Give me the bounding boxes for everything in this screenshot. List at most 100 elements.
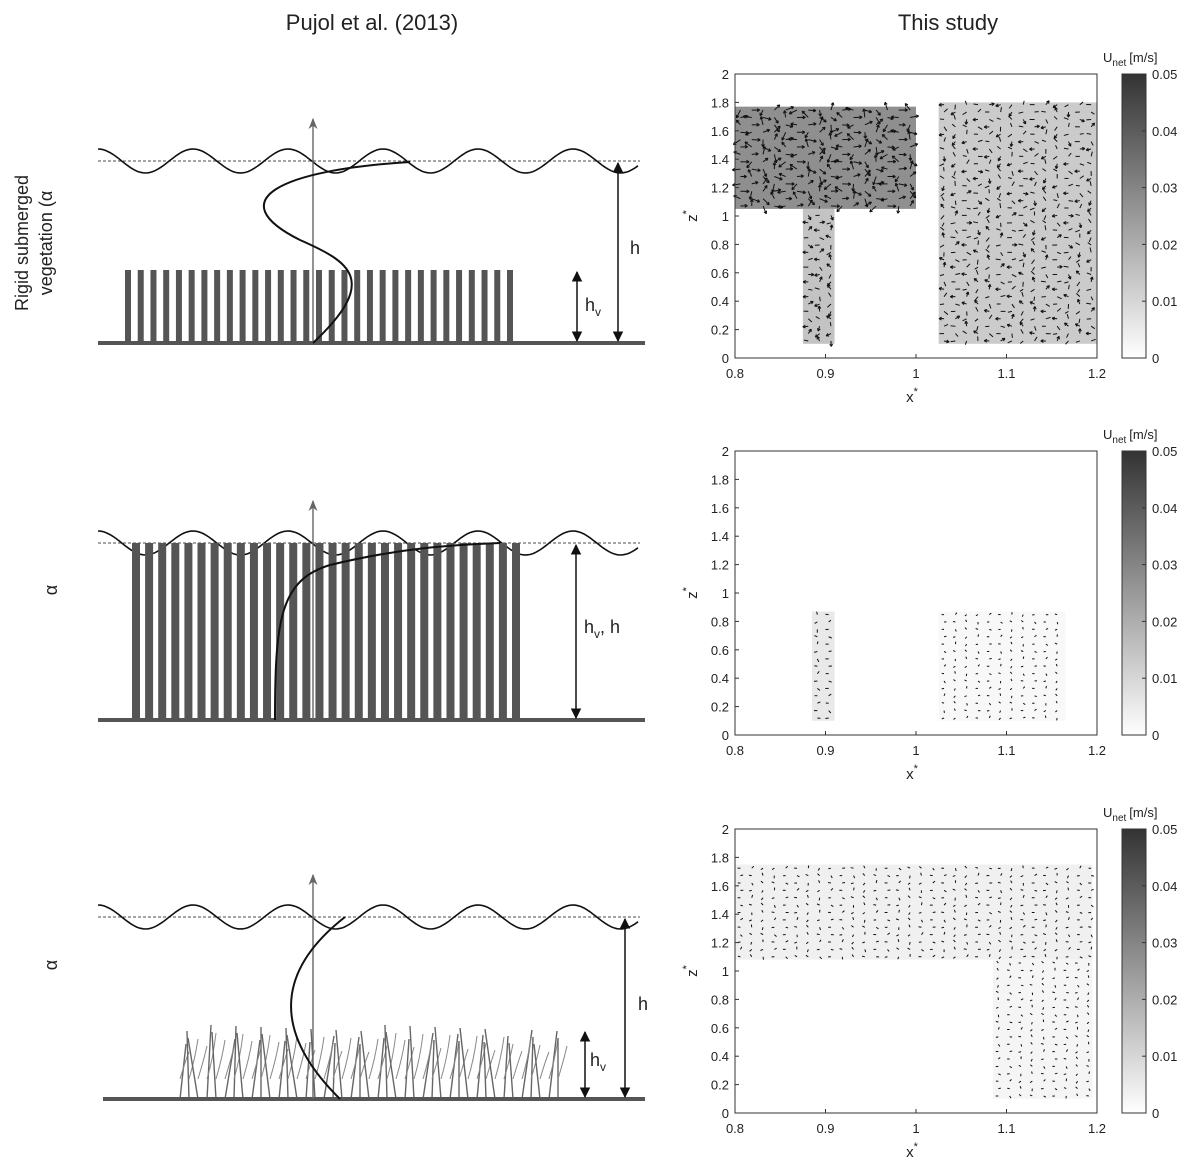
data-region [802, 208, 835, 344]
velocity-vector [964, 679, 967, 682]
velocity-vector [1045, 303, 1050, 307]
vector-head [802, 324, 806, 329]
vector-head [894, 178, 899, 183]
velocity-vector [1054, 910, 1058, 913]
velocity-vector [1088, 1071, 1091, 1074]
velocity-vector [881, 166, 888, 170]
velocity-vector [1031, 975, 1034, 978]
velocity-vector [785, 106, 794, 111]
vector-head [1006, 191, 1010, 196]
flexible-plant [368, 1038, 379, 1080]
velocity-vector [861, 955, 865, 958]
velocity-vector [966, 148, 969, 154]
velocity-vector [1079, 956, 1083, 959]
y-tick-label: 0.8 [711, 614, 729, 629]
velocity-vector [943, 137, 946, 142]
velocity-vector [805, 138, 809, 148]
velocity-vector [984, 169, 990, 172]
vector-head [1051, 316, 1056, 321]
vector-head [983, 125, 988, 129]
velocity-vector [941, 926, 945, 929]
velocity-vector [819, 117, 827, 123]
velocity-vector [804, 339, 809, 342]
velocity-vector [1018, 111, 1024, 114]
flexible-plant [503, 1035, 509, 1100]
flexible-plant [539, 1051, 550, 1080]
velocity-vector [1009, 1021, 1013, 1024]
y-tick-label: 1 [722, 586, 729, 601]
velocity-vector [952, 636, 956, 638]
flexible-plant [224, 1038, 236, 1100]
velocity-vector [908, 912, 911, 915]
velocity-vector [953, 688, 956, 691]
rigid-stem [430, 270, 437, 343]
vector-head [880, 150, 885, 154]
velocity-vector [1009, 875, 1013, 878]
velocity-vector [997, 1027, 1000, 1030]
velocity-profile [274, 542, 501, 721]
velocity-vector [964, 665, 967, 668]
velocity-vector [1086, 302, 1092, 305]
vector-head [968, 190, 972, 194]
vector-head [763, 173, 768, 177]
velocity-vector [1021, 614, 1024, 617]
vector-head [868, 140, 873, 145]
rigid-stem [303, 270, 310, 343]
velocity-vector [762, 176, 770, 184]
vector-head [775, 120, 779, 124]
velocity-vector [895, 183, 900, 192]
velocity-vector [1066, 867, 1069, 871]
velocity-vector [836, 112, 843, 118]
velocity-vector [1088, 955, 1092, 958]
velocity-vector [1010, 904, 1013, 908]
vector-head [904, 137, 908, 142]
velocity-vector [1041, 1029, 1044, 1031]
velocity-vector [1064, 281, 1069, 284]
velocity-vector [977, 872, 980, 876]
velocity-vector [842, 897, 845, 900]
rigid-stem [354, 270, 361, 343]
vector-head [788, 196, 793, 201]
vector-head [847, 137, 851, 142]
velocity-vector [1068, 284, 1070, 290]
velocity-vector [851, 946, 854, 950]
velocity-vector [988, 702, 992, 706]
vector-head [1040, 237, 1045, 241]
velocity-vector [940, 215, 945, 220]
velocity-vector [1075, 213, 1080, 216]
flexible-plant [179, 1051, 190, 1080]
velocity-vector [1020, 998, 1024, 1001]
velocity-vector [751, 181, 759, 185]
velocity-vector [995, 258, 1001, 261]
vector-head [821, 150, 826, 155]
vector-head [979, 169, 984, 174]
flexible-plant [512, 1050, 523, 1080]
velocity-vector [920, 872, 922, 876]
vector-head [1077, 298, 1081, 303]
velocity-vector [817, 688, 821, 691]
velocity-vector [1000, 651, 1003, 654]
velocity-vector [1043, 933, 1047, 936]
velocity-vector [808, 168, 817, 174]
velocity-vector [955, 272, 961, 275]
colorbar-tick-label: 0.04 [1152, 124, 1177, 139]
rigid-stem [443, 270, 450, 343]
rigid-stem [188, 270, 195, 343]
vector-head [942, 158, 947, 162]
velocity-vector [1054, 997, 1057, 1001]
vector-head [1017, 198, 1022, 203]
velocity-vector [862, 890, 866, 893]
vector-head [818, 113, 823, 117]
velocity-vector [908, 130, 911, 140]
x-axis-superscript: * [914, 386, 919, 398]
velocity-vector [953, 939, 956, 943]
velocity-vector [1030, 1034, 1033, 1038]
velocity-vector [1089, 247, 1092, 253]
velocity-vector [1045, 673, 1048, 676]
dimension-rest: , h [600, 617, 620, 637]
vector-head [1025, 191, 1029, 196]
velocity-vector [940, 192, 945, 197]
vector-head [862, 108, 866, 112]
velocity-vector [1075, 1080, 1078, 1084]
velocity-vector [760, 880, 764, 884]
